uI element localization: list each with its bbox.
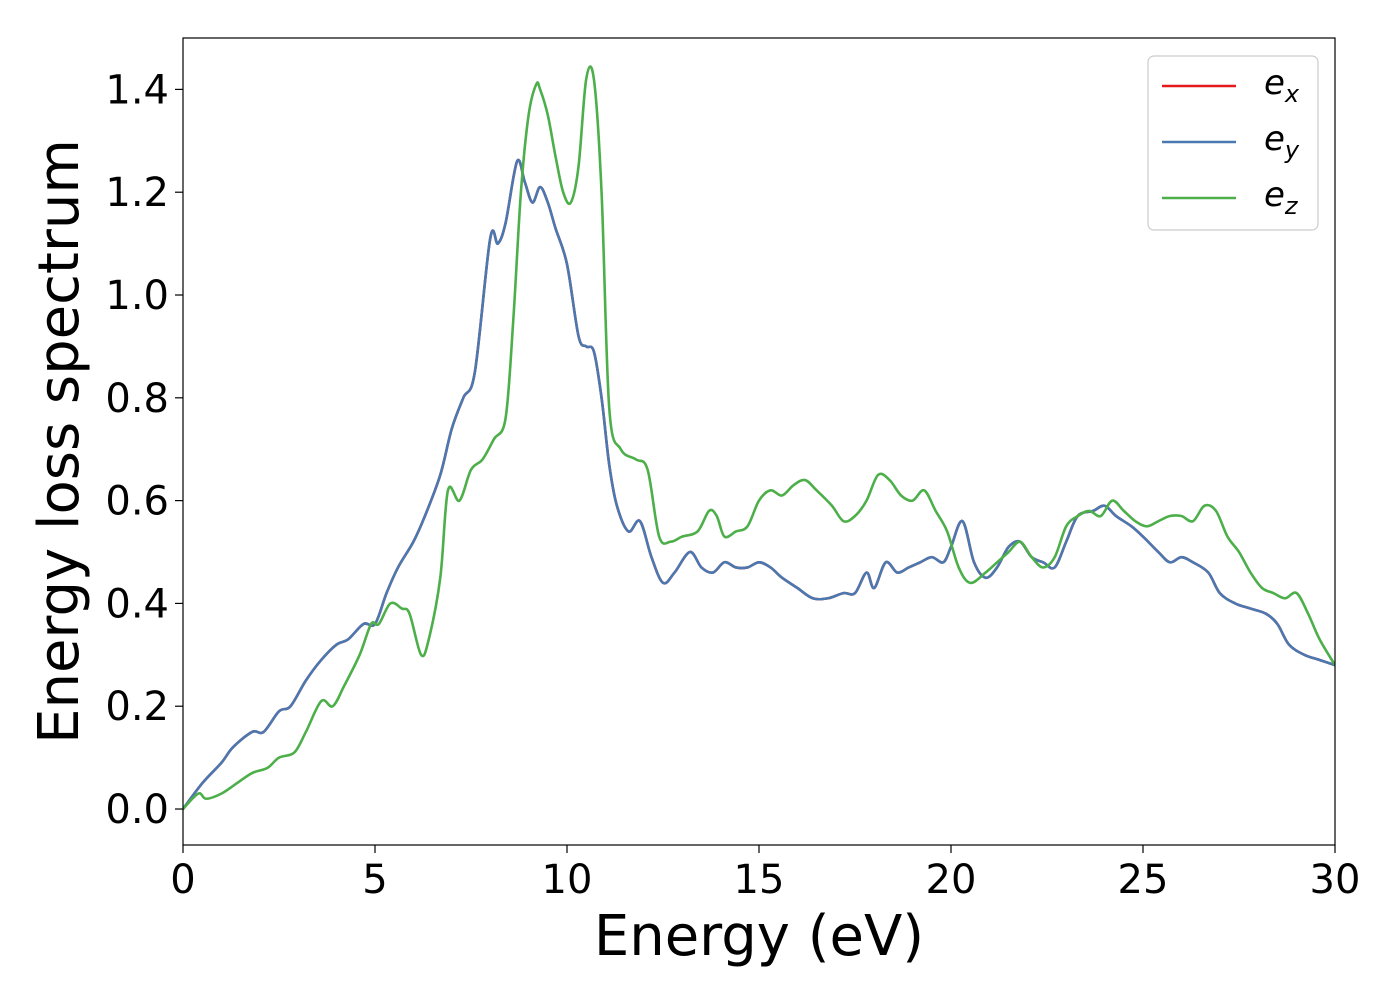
y-tick-label: 0.2 [105,684,169,730]
x-tick-label: 15 [734,857,785,903]
x-tick-label: 30 [1310,857,1361,903]
x-tick-label: 20 [926,857,977,903]
x-tick-label: 5 [362,857,387,903]
y-tick-label: 1.2 [105,170,169,216]
y-tick-label: 1.4 [105,67,169,113]
x-tick-label: 0 [170,857,195,903]
y-tick-label: 0.8 [105,376,169,422]
y-axis: 0.0 0.2 0.4 0.6 0.8 1.0 1.2 1.4 [105,67,183,833]
legend: ex ey ez [1147,55,1319,231]
y-tick-label: 0.4 [105,581,169,627]
series-layer [183,65,1335,811]
series-line-z [183,65,1335,811]
y-tick-label: 1.0 [105,273,169,319]
y-axis-title: Energy loss spectrum [27,139,92,744]
legend-label-y: ey [1264,119,1300,164]
series-line-x [183,158,1335,811]
y-tick-label: 0.0 [105,787,169,833]
legend-label-x: ex [1264,63,1300,108]
x-axis-title: Energy (eV) [594,904,924,969]
series-line-y [183,158,1335,811]
legend-label-z: ez [1264,175,1299,220]
x-tick-label: 10 [542,857,593,903]
x-tick-label: 25 [1118,857,1169,903]
y-tick-label: 0.6 [105,479,169,525]
x-axis: 0 5 10 15 20 25 30 [170,845,1360,903]
